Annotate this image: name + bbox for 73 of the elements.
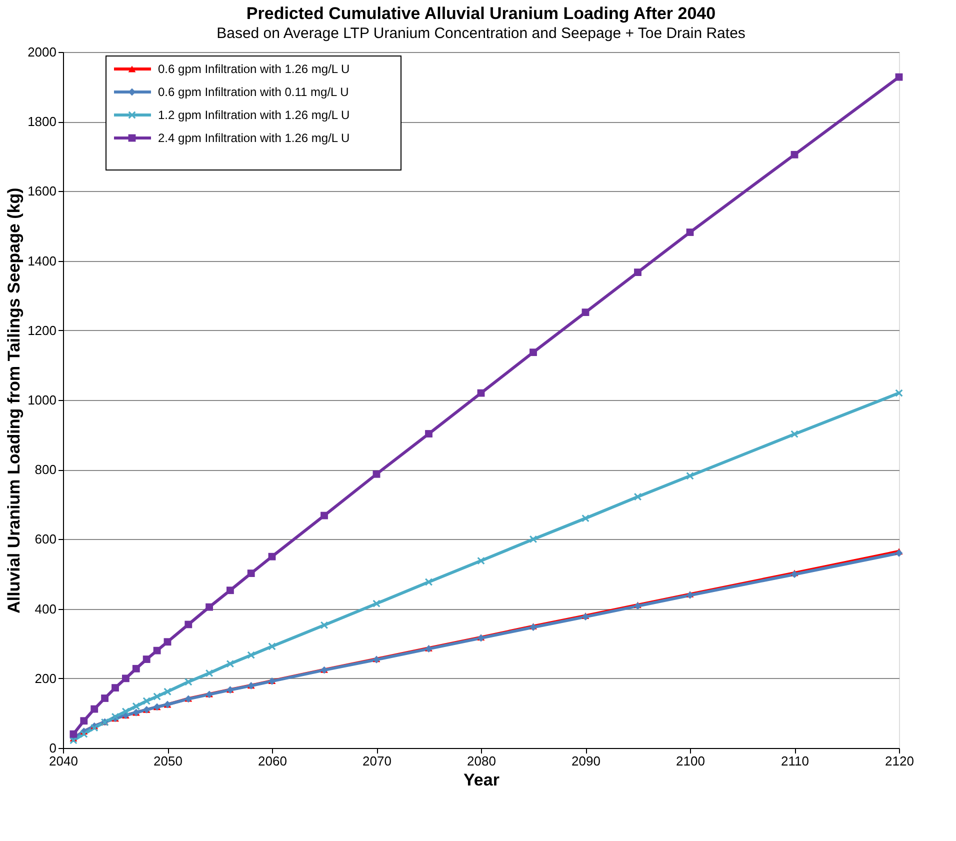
point [112,684,119,692]
x-axis-title: Year [464,770,500,790]
point [122,708,130,716]
point [206,603,214,611]
y-tick-label: 800 [34,462,56,478]
x-tick-label: 2070 [362,754,392,768]
point [80,717,88,725]
point [101,694,109,702]
point [530,535,537,543]
x-tick-label: 2110 [781,754,809,768]
point [477,557,485,564]
point [634,268,642,276]
point [184,620,192,628]
point [153,692,161,700]
x-tick-label: 2040 [49,754,78,768]
point [582,308,590,316]
y-tick-label: 1400 [28,253,56,268]
point [164,688,172,696]
point [582,514,590,522]
point [80,730,88,738]
point [790,150,798,158]
point [686,472,694,480]
point [686,228,694,236]
chart-subtitle: Based on Average LTP Uranium Concentration and Seepage + Toe Drain Rates [216,25,746,42]
point [372,470,380,478]
point [132,702,140,710]
legend-label: 0.6 gpm Infiltration with 0.11 mg/L U [158,85,349,99]
y-tick-label: 1600 [28,184,56,199]
point [425,578,432,586]
point [372,600,380,608]
legend-label: 2.4 gpm Infiltration with 1.26 mg/L U [158,131,350,145]
point [206,669,214,677]
point [634,493,642,500]
point [184,678,192,686]
chart-title: Predicted Cumulative Alluvial Uranium Loading After 2040 [246,4,716,23]
point [895,389,903,397]
point [268,642,276,650]
y-tick-label: 200 [34,670,56,686]
y-tick-label: 1200 [28,322,56,338]
point [530,348,537,356]
point [132,664,140,672]
x-tick-label: 2060 [258,754,287,768]
point [226,660,234,668]
y-tick-label: 2000 [28,44,56,60]
point [268,552,276,560]
x-tick-label: 2100 [676,754,705,768]
point [90,705,98,713]
point [320,621,328,629]
point [142,656,150,663]
point [425,430,432,438]
y-axis-title: Alluvial Uranium Loading from Tailings Seepage (kg) [4,188,24,614]
y-tick-label: 1800 [28,114,56,130]
point [122,674,130,682]
point [247,570,255,578]
y-tick-label: 0 [49,740,56,756]
legend-label: 0.6 gpm Infiltration with 1.26 mg/L U [158,62,350,76]
legend-label: 1.2 gpm Infiltration with 1.26 mg/L U [158,108,350,122]
y-tick-label: 400 [34,601,56,616]
x-tick-label: 2050 [154,754,182,768]
x-tick-label: 2080 [467,754,496,768]
point [70,730,78,738]
x-tick-label: 2090 [572,754,600,768]
point [320,512,328,520]
x-tick-label: 2120 [885,754,914,768]
point [142,697,150,705]
point [153,646,161,654]
y-tick-label: 1000 [28,392,56,408]
y-tick-label: 600 [34,532,56,547]
point [895,73,903,81]
point [164,638,172,646]
point [226,586,234,594]
point [790,430,798,438]
point [247,651,255,659]
